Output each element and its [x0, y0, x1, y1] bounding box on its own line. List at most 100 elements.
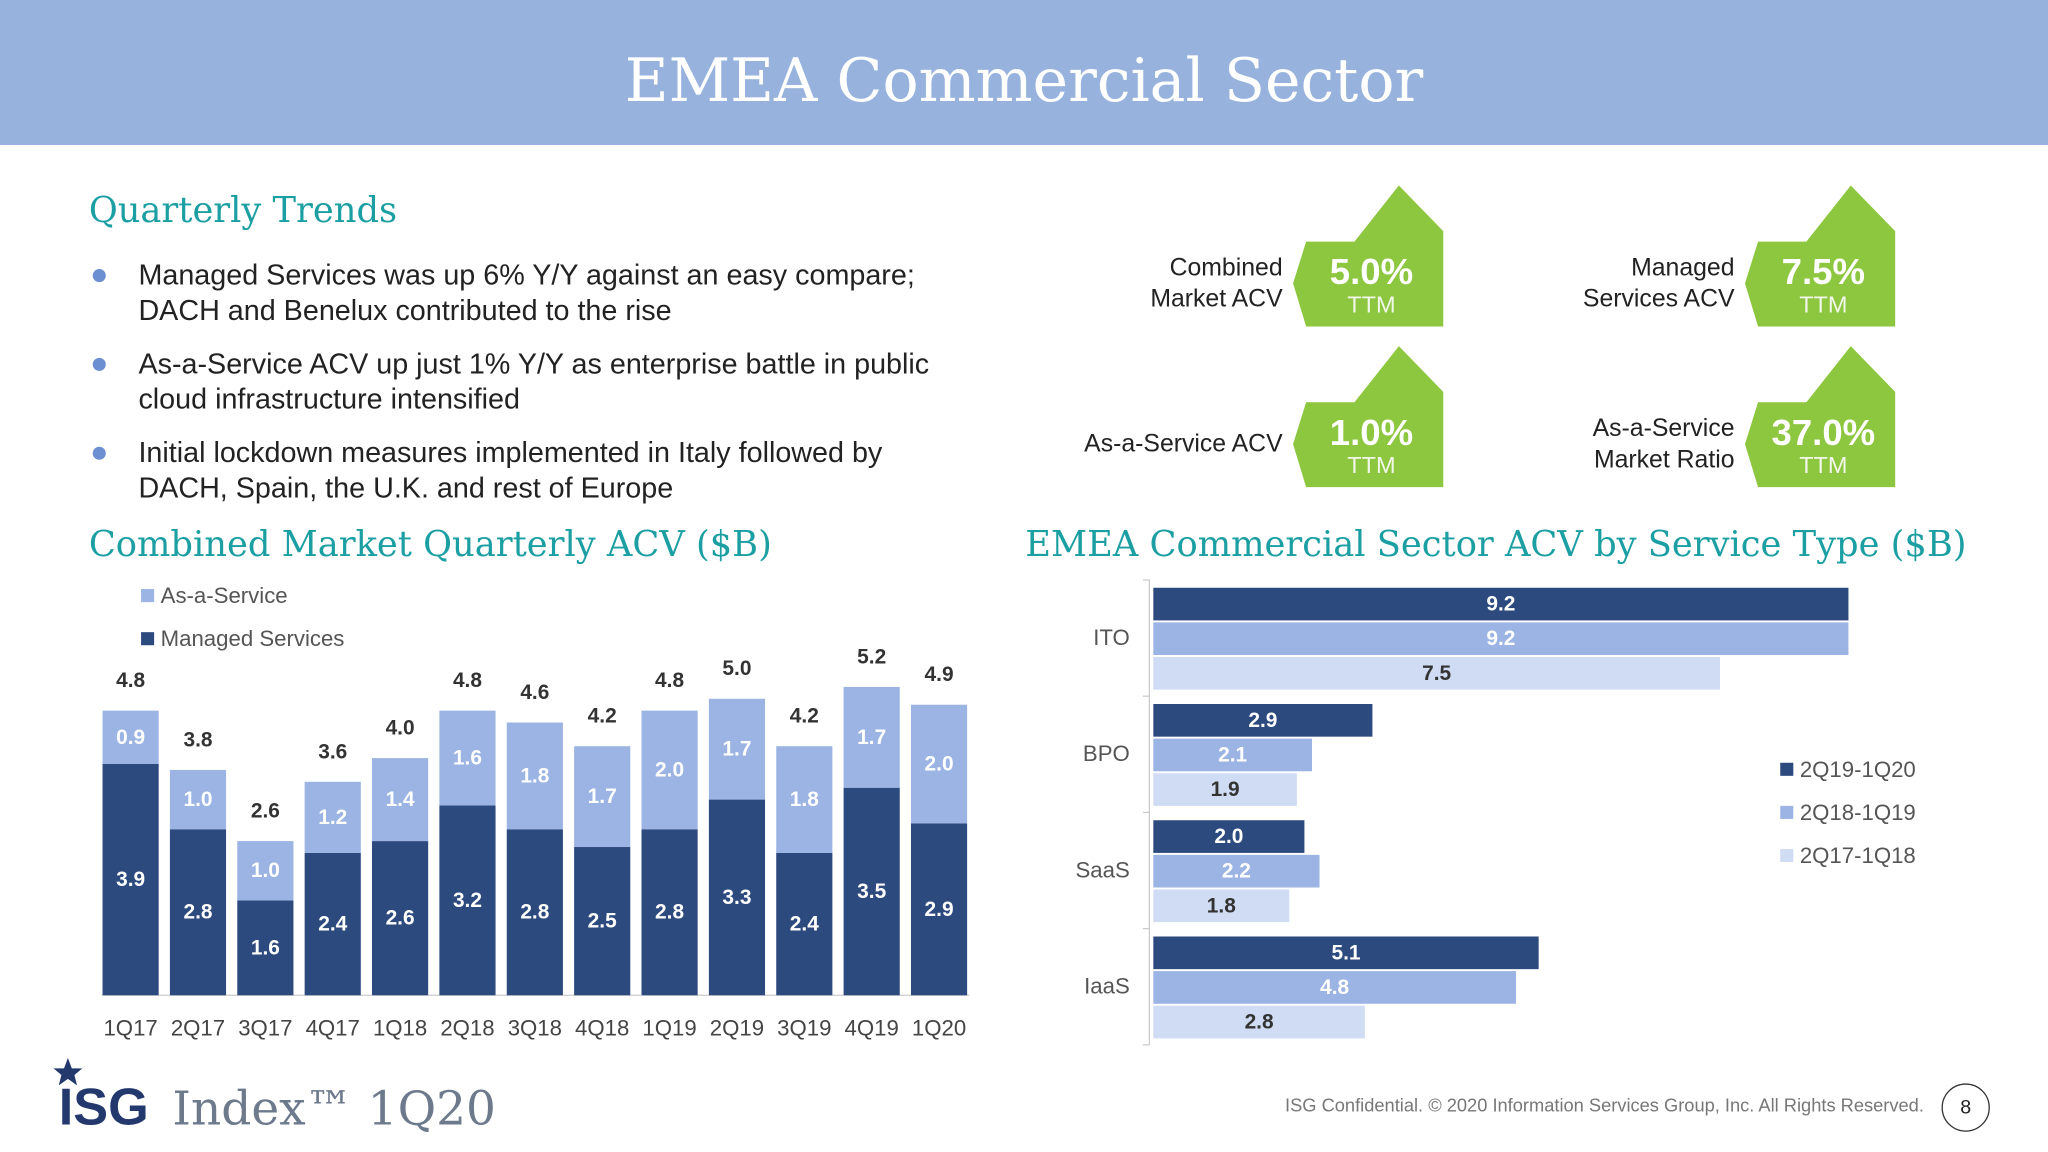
value-label: 2.8 — [655, 901, 684, 924]
value-label: 3.3 — [722, 886, 751, 909]
bar-segment — [776, 852, 833, 996]
value-label: 3.2 — [453, 889, 482, 912]
bar-segment — [169, 829, 227, 996]
bar — [1153, 773, 1297, 806]
value-label: 1.2 — [318, 806, 347, 829]
bullet-text: As-a-Service ACV up just 1% Y/Y as enter… — [138, 348, 929, 380]
value-label: 1.7 — [857, 726, 886, 749]
bar-segment — [439, 805, 496, 996]
value-label: 1.0 — [251, 859, 280, 882]
value-label: 2.4 — [790, 913, 819, 936]
value-label: 5.1 — [1331, 941, 1360, 964]
legend-label: 2Q19-1Q20 — [1800, 757, 1916, 782]
y-tick-label: SaaS — [1076, 857, 1130, 882]
value-label: 2.0 — [925, 753, 954, 776]
value-label: 2.9 — [1248, 709, 1277, 732]
total-label: 3.8 — [183, 728, 212, 751]
value-label: 2.8 — [520, 901, 549, 924]
x-tick-label: 1Q20 — [912, 1015, 966, 1040]
value-label: 2.1 — [1218, 743, 1247, 766]
legend-swatch — [1780, 805, 1794, 819]
kpi-sub: TTM — [1347, 291, 1395, 317]
bar-segment — [641, 829, 698, 996]
bar — [1153, 820, 1305, 853]
value-label: 1.8 — [1207, 894, 1236, 917]
x-tick-label: 4Q18 — [575, 1015, 629, 1040]
value-label: 1.0 — [183, 788, 212, 811]
bar-segment — [506, 829, 563, 996]
value-label: 2.0 — [655, 758, 684, 781]
legend-swatch — [1780, 762, 1794, 776]
bar-segment — [910, 704, 968, 824]
value-label: 1.6 — [251, 936, 280, 959]
total-label: 4.8 — [453, 669, 482, 692]
y-tick-label: ITO — [1093, 625, 1130, 650]
bullet-text: DACH and Benelux contributed to the rise — [138, 295, 671, 327]
kpi-sub: TTM — [1347, 452, 1395, 478]
value-label: 3.5 — [857, 880, 886, 903]
chart-title: EMEA Commercial Sector ACV by Service Ty… — [1025, 524, 1966, 565]
value-label: 2.8 — [1245, 1011, 1274, 1034]
bar — [1153, 971, 1516, 1004]
x-tick-label: 2Q18 — [440, 1015, 494, 1040]
logo-star — [53, 1057, 83, 1086]
bar-segment — [169, 769, 227, 830]
value-label: 1.7 — [588, 785, 617, 808]
bar — [1153, 889, 1290, 923]
x-tick-label: 3Q17 — [238, 1015, 292, 1040]
bar-segment — [506, 722, 563, 830]
kpi-label: Combined — [1170, 254, 1283, 281]
value-label: 2.9 — [925, 898, 954, 921]
value-label: 2.0 — [1214, 825, 1243, 848]
legend-label: Managed Services — [161, 626, 345, 651]
bar-segment — [372, 758, 429, 842]
bar-segment — [237, 841, 294, 901]
kpi-label: Services ACV — [1583, 286, 1735, 313]
kpi-arrow — [1744, 185, 1896, 327]
value-label: 2.2 — [1222, 860, 1251, 883]
total-label: 5.2 — [857, 645, 886, 668]
legend-label: As-a-Service — [161, 583, 288, 608]
kpi-sub: TTM — [1799, 291, 1847, 317]
legend-swatch — [141, 589, 155, 603]
kpi-sub: TTM — [1799, 452, 1847, 478]
bar-segment — [102, 764, 159, 996]
page-number: 8 — [1960, 1097, 1971, 1119]
total-label: 4.2 — [790, 705, 819, 728]
value-label: 2.8 — [183, 901, 212, 924]
value-label: 3.9 — [116, 868, 145, 891]
bar-segment — [910, 823, 968, 996]
bullet-text: cloud infrastructure intensified — [138, 384, 520, 416]
x-tick-label: 4Q19 — [845, 1015, 899, 1040]
bar — [1153, 587, 1849, 621]
bullet-text: Managed Services was up 6% Y/Y against a… — [138, 260, 914, 292]
total-label: 4.6 — [520, 681, 549, 704]
legend-label: 2Q17-1Q18 — [1800, 843, 1916, 868]
value-label: 2.4 — [318, 913, 347, 936]
bar — [1153, 704, 1373, 737]
bullet-text: Initial lockdown measures implemented in… — [138, 437, 882, 469]
bar-segment — [641, 710, 698, 830]
footer-notice: ISG Confidential. © 2020 Information Ser… — [1285, 1094, 1924, 1115]
bar-segment — [574, 746, 631, 848]
x-tick-label: 3Q19 — [777, 1015, 831, 1040]
total-label: 4.9 — [925, 663, 954, 686]
y-tick-label: IaaS — [1084, 974, 1130, 999]
bar-segment — [102, 710, 159, 765]
bar-segment — [776, 746, 833, 853]
x-tick-label: 2Q17 — [171, 1015, 225, 1040]
value-label: 1.8 — [520, 764, 549, 787]
kpi-label: As-a-Service ACV — [1084, 431, 1283, 458]
kpi-arrow — [1293, 346, 1444, 488]
value-label: 2.6 — [386, 907, 415, 930]
total-label: 4.0 — [386, 717, 415, 740]
bullet-dot — [92, 269, 106, 283]
bullet-dot — [92, 446, 106, 460]
bar — [1153, 854, 1320, 888]
total-label: 4.8 — [655, 669, 684, 692]
kpi-value: 7.5% — [1782, 251, 1865, 292]
kpi-label: As-a-Service — [1593, 415, 1735, 442]
kpi-arrow — [1744, 346, 1896, 488]
value-label: 1.6 — [453, 747, 482, 770]
